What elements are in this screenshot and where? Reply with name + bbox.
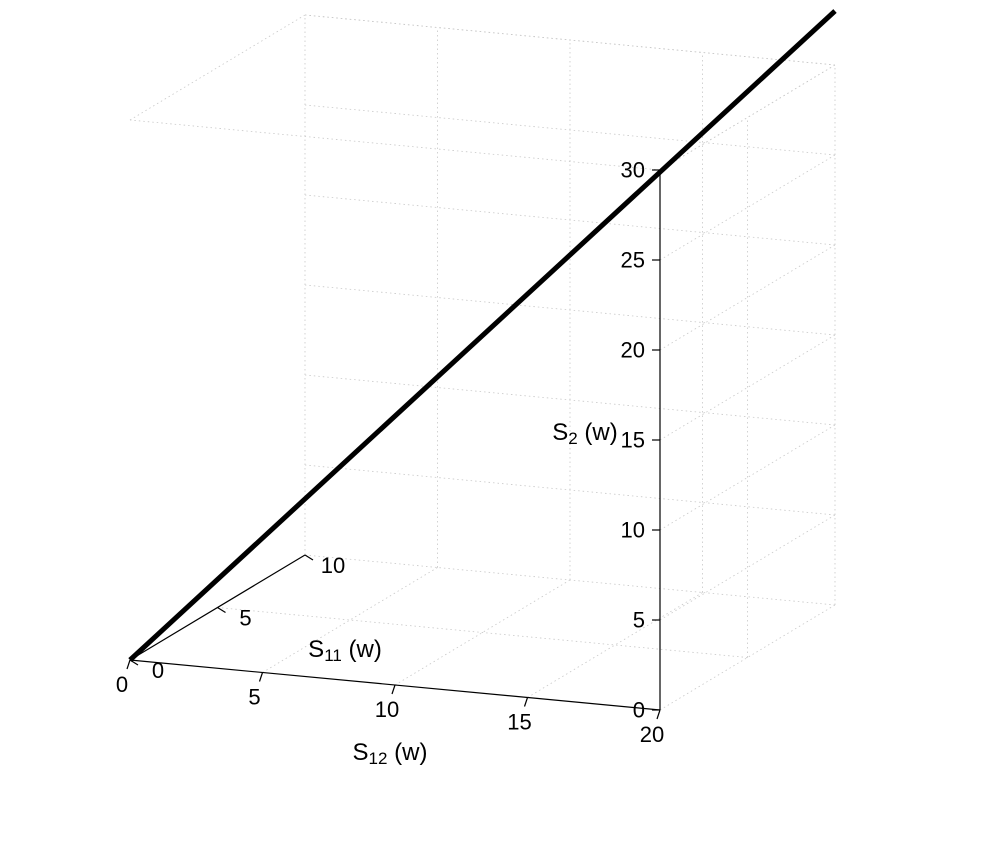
- svg-text:20: 20: [640, 722, 664, 747]
- data-series-line: [130, 11, 835, 660]
- svg-text:5: 5: [248, 685, 260, 710]
- svg-text:10: 10: [375, 697, 399, 722]
- svg-text:25: 25: [621, 248, 645, 273]
- svg-text:0: 0: [152, 658, 164, 683]
- svg-text:15: 15: [507, 710, 531, 735]
- svg-text:S12 (w): S12 (w): [353, 739, 428, 768]
- s11-axis-label: S11 (w): [308, 636, 382, 665]
- svg-text:10: 10: [621, 518, 645, 543]
- svg-text:5: 5: [633, 608, 645, 633]
- svg-text:0: 0: [116, 672, 128, 697]
- svg-text:S2 (w): S2 (w): [552, 419, 617, 448]
- svg-text:15: 15: [621, 428, 645, 453]
- z-axis-label: S2 (w): [552, 419, 617, 448]
- svg-text:10: 10: [321, 553, 345, 578]
- svg-text:30: 30: [621, 158, 645, 183]
- 3d-line-plot: 051015202530051015200510S2 (w)S12 (w)S11…: [0, 0, 1000, 848]
- s12-axis-label: S12 (w): [353, 739, 428, 768]
- svg-text:0: 0: [633, 698, 645, 723]
- svg-text:S11 (w): S11 (w): [308, 636, 382, 665]
- svg-text:5: 5: [239, 606, 251, 631]
- svg-text:20: 20: [621, 338, 645, 363]
